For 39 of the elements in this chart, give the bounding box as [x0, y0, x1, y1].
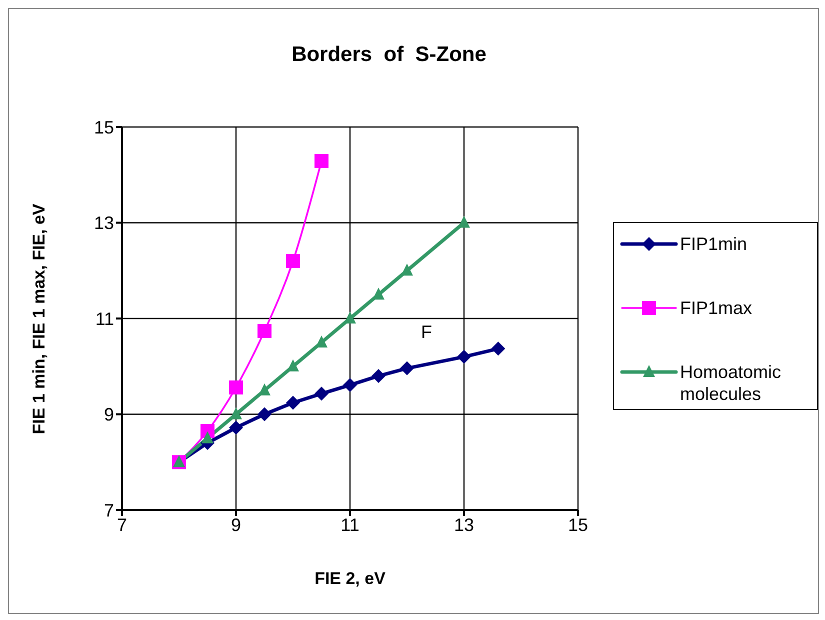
- y-tick-label: 11: [95, 308, 114, 329]
- point: [314, 154, 328, 168]
- point: [372, 368, 386, 383]
- point: [372, 288, 384, 300]
- legend-label: FIP1min: [680, 233, 748, 255]
- point: [258, 407, 272, 422]
- x-tick-label: 9: [230, 514, 242, 535]
- annotation: F: [421, 322, 432, 342]
- y-tick-label: 9: [104, 404, 114, 425]
- point: [457, 350, 471, 364]
- point: [229, 420, 243, 435]
- point: [258, 383, 270, 396]
- point: [229, 380, 243, 394]
- point: [344, 312, 356, 324]
- legend-label: Homoatomic molecules: [680, 361, 782, 405]
- x-tick-label: 13: [454, 514, 474, 535]
- legend-label: FIP1max: [680, 297, 752, 319]
- x-tick-label: 7: [116, 514, 128, 535]
- point: [202, 431, 214, 444]
- y-axis-title: FIE 1 min, FIE 1 max, FIE, eV: [29, 203, 49, 434]
- point: [286, 396, 300, 410]
- x-axis-title: FIE 2, eV: [314, 569, 386, 589]
- point: [258, 324, 272, 338]
- point: [230, 407, 242, 420]
- point: [401, 264, 413, 276]
- chart-title: Borders of S-Zone: [290, 43, 488, 67]
- y-tick-label: 15: [94, 117, 114, 138]
- point: [286, 254, 300, 268]
- x-tick-label: 15: [568, 514, 588, 535]
- y-tick-label: 7: [104, 500, 114, 520]
- point: [314, 386, 328, 401]
- point: [287, 359, 299, 372]
- point: [491, 342, 506, 356]
- x-tick-label: 11: [340, 514, 360, 535]
- point: [343, 378, 357, 392]
- point: [458, 216, 470, 228]
- point: [316, 335, 328, 348]
- point: [400, 361, 414, 376]
- y-tick-label: 13: [94, 213, 114, 234]
